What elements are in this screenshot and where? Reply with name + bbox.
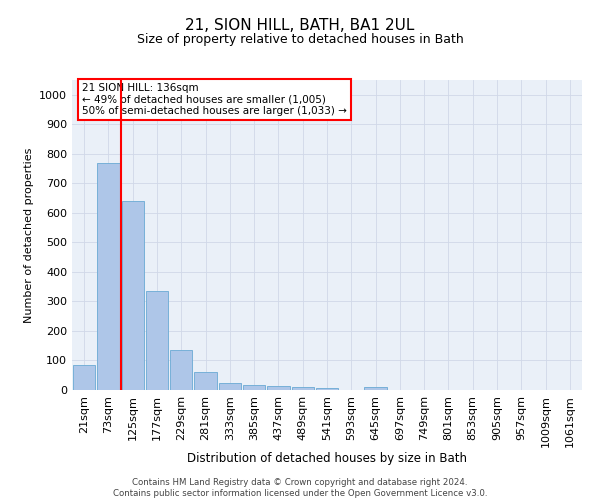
Text: 21 SION HILL: 136sqm
← 49% of detached houses are smaller (1,005)
50% of semi-de: 21 SION HILL: 136sqm ← 49% of detached h… — [82, 83, 347, 116]
Bar — [97, 162, 119, 390]
Bar — [146, 291, 168, 390]
Bar — [194, 372, 217, 390]
Bar — [267, 386, 290, 390]
Text: Size of property relative to detached houses in Bath: Size of property relative to detached ho… — [137, 32, 463, 46]
Bar — [243, 384, 265, 390]
Bar — [364, 387, 387, 390]
Text: Contains HM Land Registry data © Crown copyright and database right 2024.
Contai: Contains HM Land Registry data © Crown c… — [113, 478, 487, 498]
Bar — [292, 387, 314, 390]
Bar — [316, 388, 338, 390]
Bar — [122, 201, 144, 390]
Bar — [218, 382, 241, 390]
Text: 21, SION HILL, BATH, BA1 2UL: 21, SION HILL, BATH, BA1 2UL — [185, 18, 415, 32]
X-axis label: Distribution of detached houses by size in Bath: Distribution of detached houses by size … — [187, 452, 467, 466]
Bar — [170, 350, 193, 390]
Y-axis label: Number of detached properties: Number of detached properties — [23, 148, 34, 322]
Bar — [73, 365, 95, 390]
